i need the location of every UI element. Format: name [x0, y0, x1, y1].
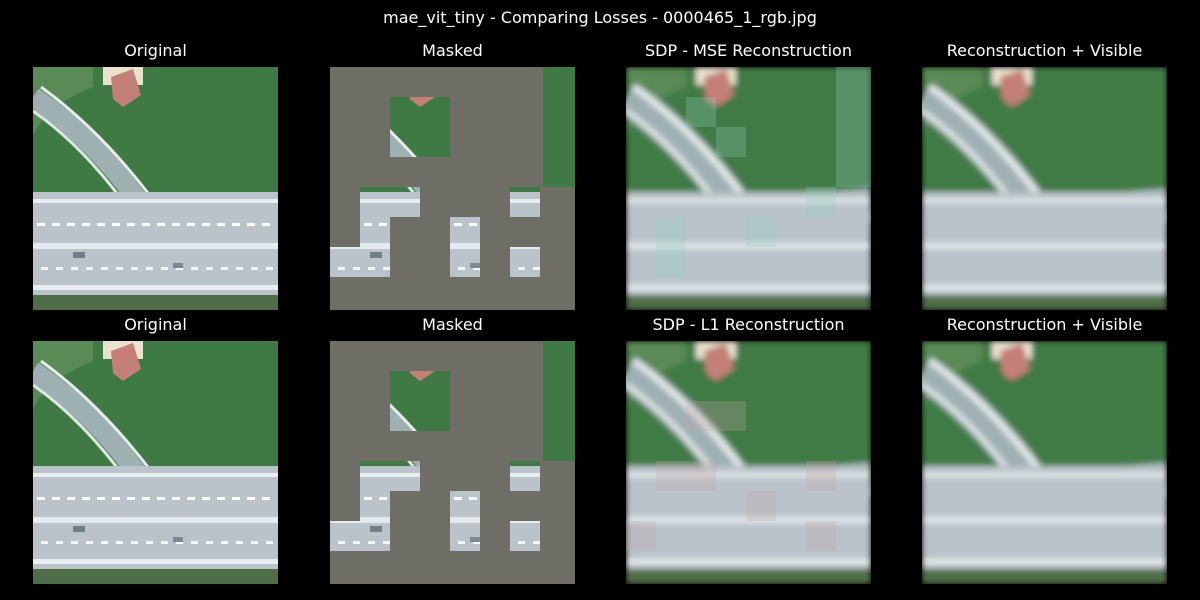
image-panel: Reconstruction + Visible	[922, 41, 1167, 310]
image-panel: Masked	[330, 315, 575, 584]
panel-title: Masked	[422, 315, 483, 334]
panel-title: SDP - MSE Reconstruction	[645, 41, 852, 60]
image-panel: SDP - MSE Reconstruction	[626, 41, 871, 310]
image-panel: Original	[33, 315, 278, 584]
masked-image	[330, 341, 575, 584]
figure-title: mae_vit_tiny - Comparing Losses - 000046…	[383, 8, 817, 27]
reconstruction-visible-image	[922, 67, 1167, 310]
panel-title: Reconstruction + Visible	[946, 41, 1143, 60]
reconstruction-visible-image	[922, 341, 1167, 584]
panel-title: Reconstruction + Visible	[946, 315, 1143, 334]
panel-title: SDP - L1 Reconstruction	[652, 315, 845, 334]
panel-title: Masked	[422, 41, 483, 60]
panel-title: Original	[124, 41, 187, 60]
image-panel: SDP - L1 Reconstruction	[626, 315, 871, 584]
image-panel: Original	[33, 41, 278, 310]
reconstruction-image	[626, 341, 871, 584]
original-image	[33, 67, 278, 310]
image-panel: Reconstruction + Visible	[922, 315, 1167, 584]
original-image	[33, 341, 278, 584]
panel-title: Original	[124, 315, 187, 334]
masked-image	[330, 67, 575, 310]
reconstruction-image	[626, 67, 871, 310]
image-panel: Masked	[330, 41, 575, 310]
